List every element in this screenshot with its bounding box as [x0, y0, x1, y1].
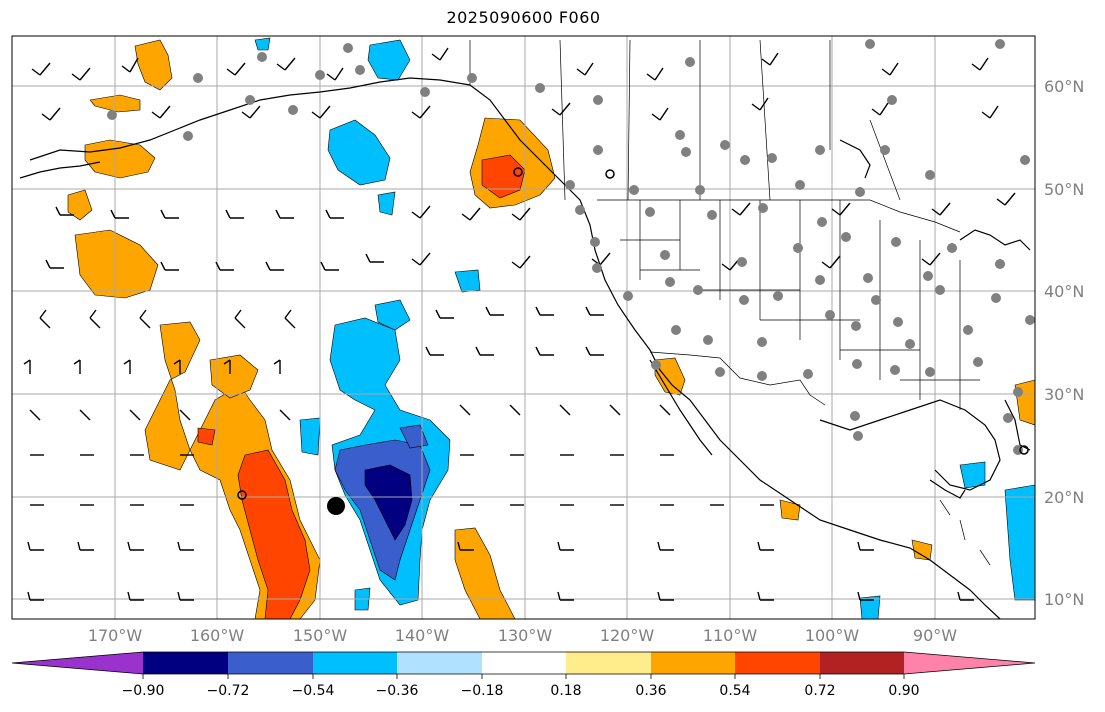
pos-region-mexico-coast — [779, 499, 801, 521]
lon-label: 100°W — [804, 626, 860, 645]
lat-label: 10°N — [1044, 590, 1085, 609]
gulf-of-mexico — [819, 399, 1001, 491]
west-coast — [469, 84, 1001, 619]
political-borders — [469, 39, 991, 566]
colorbar-over-triangle — [904, 652, 1035, 674]
lon-label: 150°W — [292, 626, 348, 645]
lat-label: 20°N — [1044, 488, 1085, 507]
pos-region-alaska-gulf — [134, 39, 173, 91]
colorbar-tick-label: −0.72 — [206, 683, 250, 699]
pos-region-tropical-b — [209, 354, 259, 399]
pos-region-southwest-coast — [454, 527, 516, 619]
neg-region-east-gulf — [959, 461, 986, 489]
colorbar — [11, 651, 1036, 679]
map-frame — [11, 35, 1036, 620]
florida — [1004, 399, 1031, 451]
negative-darkest-regions — [364, 464, 413, 541]
lat-label: 50°N — [1044, 180, 1085, 199]
pos-region-west-pacific-b — [67, 189, 93, 221]
lon-label: 170°W — [87, 626, 143, 645]
neg-strong-central-b — [399, 424, 429, 449]
colorbar-cell — [143, 652, 228, 674]
wind-barbs — [23, 47, 1016, 601]
colorbar-cell — [651, 652, 735, 674]
pos-region-west-pacific — [74, 229, 159, 299]
colorbar-tick-label: 0.36 — [635, 683, 667, 699]
special-markers — [237, 167, 1029, 515]
hollow-marker — [605, 169, 615, 179]
map-panel — [12, 36, 1035, 619]
filled-marker — [327, 497, 345, 515]
station-markers — [107, 39, 1035, 455]
lon-label: 120°W — [599, 626, 655, 645]
lon-label: 130°W — [497, 626, 553, 645]
alaska-coast — [29, 77, 471, 161]
colorbar-cell — [820, 652, 904, 674]
hudson — [839, 139, 871, 179]
colorbar-cell — [228, 652, 313, 674]
neg-region-central-d — [299, 417, 321, 456]
yucatan — [929, 479, 966, 499]
neg-region-southern — [859, 595, 881, 619]
colorbar-cell — [397, 652, 482, 674]
aleutian-chain — [19, 161, 101, 179]
colorbar-tick-label: −0.54 — [291, 683, 335, 699]
colorbar-tick-label: −0.36 — [375, 683, 419, 699]
neg-region-central-c — [454, 269, 481, 293]
lat-label: 40°N — [1044, 282, 1085, 301]
colorbar-tick-label: 0.72 — [804, 683, 836, 699]
colorbar-cell — [313, 652, 397, 674]
colorbar-tick-label: 0.18 — [550, 683, 582, 699]
lon-label: 140°W — [394, 626, 450, 645]
baja-peninsula — [649, 359, 713, 456]
colorbar-cell — [735, 652, 820, 674]
lon-label: 160°W — [189, 626, 245, 645]
central-america-borders — [939, 499, 991, 566]
neg-region-alaska-ne — [254, 37, 271, 51]
great-lakes — [959, 229, 1031, 251]
neg-region-central-b — [374, 299, 411, 331]
lat-label: 60°N — [1044, 77, 1085, 96]
lon-label: 110°W — [702, 626, 758, 645]
map-title: 2025090600 F060 — [446, 8, 601, 27]
neg-darkest-core — [364, 464, 413, 541]
colorbar-cell — [482, 652, 566, 674]
neg-region-gulf-alaska — [327, 119, 391, 186]
hollow-marker — [513, 167, 523, 177]
lon-label: 90°W — [912, 626, 958, 645]
neg-region-bc-offshore — [377, 191, 396, 216]
lat-label: 30°N — [1044, 385, 1085, 404]
positive-strong-regions — [197, 154, 526, 619]
neg-region-caribbean — [1004, 484, 1035, 601]
hollow-marker — [1019, 445, 1029, 455]
us-mexico-border — [649, 351, 826, 406]
colorbar-tick-label: 0.54 — [719, 683, 751, 699]
canada-provinces — [559, 39, 901, 201]
colorbar-under-triangle — [12, 652, 143, 674]
colorbar-tick-label: −0.18 — [460, 683, 504, 699]
pos-strong-hawaii-west — [197, 427, 216, 446]
pos-region-baja — [654, 357, 686, 396]
graticule — [12, 36, 1035, 619]
colorbar-tick-label: 0.90 — [888, 683, 920, 699]
colorbar-tick-label: −0.90 — [121, 683, 165, 699]
hollow-marker — [237, 490, 247, 500]
colorbar-cell — [566, 652, 651, 674]
coastlines — [19, 77, 1031, 619]
pos-strong-bc — [481, 154, 526, 199]
pos-strong-tropical — [237, 449, 311, 619]
